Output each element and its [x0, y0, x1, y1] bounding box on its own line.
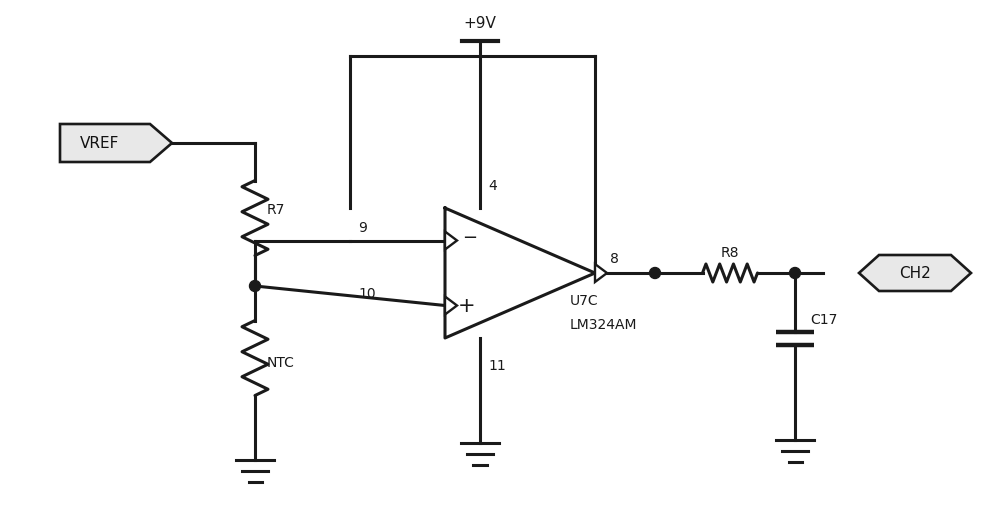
- Polygon shape: [60, 124, 172, 162]
- Circle shape: [249, 280, 260, 291]
- Text: 11: 11: [488, 359, 506, 373]
- Text: R7: R7: [267, 203, 285, 217]
- Text: 8: 8: [610, 252, 619, 266]
- Text: +9V: +9V: [464, 16, 496, 31]
- Text: VREF: VREF: [80, 136, 120, 150]
- Text: C17: C17: [810, 313, 837, 327]
- Text: CH2: CH2: [899, 266, 931, 280]
- Text: LM324AM: LM324AM: [570, 318, 638, 332]
- Polygon shape: [595, 264, 607, 282]
- Text: R8: R8: [721, 246, 739, 260]
- Polygon shape: [445, 297, 457, 315]
- Text: U7C: U7C: [570, 294, 599, 308]
- Text: +: +: [458, 296, 476, 316]
- Polygon shape: [445, 231, 457, 250]
- Text: 10: 10: [358, 287, 376, 300]
- Text: −: −: [462, 230, 478, 248]
- Text: 4: 4: [488, 179, 497, 193]
- Text: NTC: NTC: [267, 356, 295, 370]
- Circle shape: [790, 268, 800, 278]
- Polygon shape: [859, 255, 971, 291]
- Circle shape: [650, 268, 660, 278]
- Text: 9: 9: [358, 222, 367, 235]
